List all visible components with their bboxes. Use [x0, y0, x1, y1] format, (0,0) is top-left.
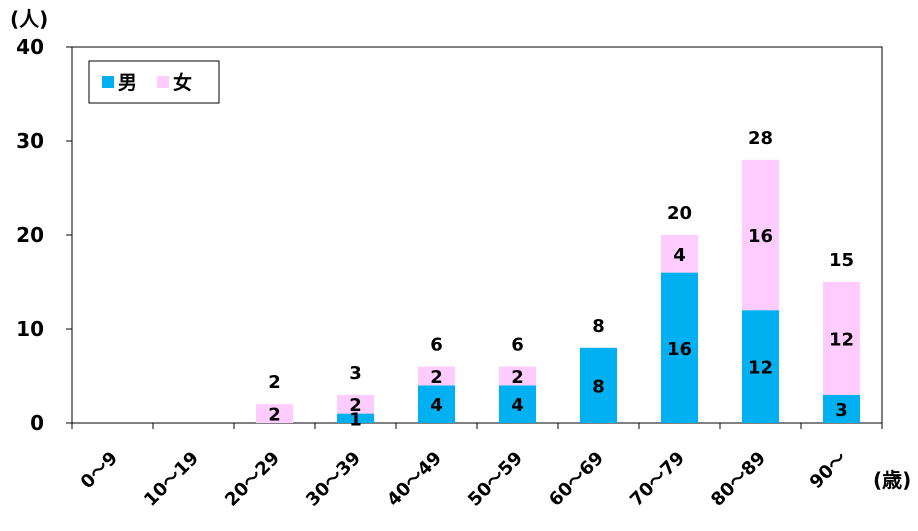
total-label: 2 — [268, 372, 281, 393]
x-tick-label: 40～49 — [383, 448, 446, 511]
bar-segment — [337, 394, 374, 414]
x-axis-label: (歳) — [873, 468, 911, 492]
segment-label: 2 — [268, 405, 281, 426]
bar-segment — [742, 159, 779, 311]
y-tick-label: 30 — [16, 129, 44, 153]
legend-swatch — [102, 76, 114, 88]
y-tick-label: 0 — [30, 411, 44, 435]
total-label: 6 — [511, 335, 524, 356]
legend-label: 男 — [118, 72, 137, 94]
y-tick-label: 40 — [16, 35, 44, 59]
x-tick-label: 30～39 — [302, 448, 365, 511]
segment-label: 12 — [829, 329, 854, 350]
y-axis-label: (人) — [10, 7, 48, 31]
x-tick-label: 10～19 — [140, 448, 203, 511]
total-label: 8 — [592, 316, 605, 337]
segment-label: 8 — [592, 376, 605, 397]
bar-segment — [742, 310, 779, 423]
total-label: 28 — [748, 128, 773, 149]
legend-box — [88, 60, 220, 104]
segment-label: 2 — [349, 395, 362, 416]
bar-segment — [661, 272, 698, 423]
segment-label: 2 — [511, 367, 524, 388]
x-tick-label: 70～79 — [626, 448, 689, 511]
legend-label: 女 — [173, 71, 192, 94]
segment-label: 16 — [667, 339, 692, 360]
y-axis: 0 10 20 30 40 — [16, 35, 72, 435]
segment-label: 4 — [673, 245, 686, 266]
legend-swatch — [157, 76, 169, 88]
bar-segment — [580, 347, 617, 423]
bar-segment — [823, 394, 860, 423]
legend: 男女 — [88, 60, 220, 104]
bar-segment — [823, 282, 860, 395]
bar-segment — [418, 366, 455, 386]
y-tick-label: 20 — [16, 223, 44, 247]
segment-label: 2 — [430, 367, 443, 388]
bar-segment — [499, 366, 536, 386]
segment-label: 3 — [835, 400, 848, 421]
y-tick-label: 10 — [16, 317, 44, 341]
x-tick-label: 50～59 — [464, 448, 527, 511]
segment-label: 16 — [748, 226, 773, 247]
x-tick-label: 20～29 — [221, 448, 284, 511]
segment-label: 1 — [349, 409, 362, 430]
segment-label: 12 — [748, 358, 773, 379]
total-label: 20 — [667, 203, 692, 224]
bar-segment — [661, 235, 698, 273]
x-axis: 0～9 10～19 20～29 30～39 40～49 50～59 60～69 70～79 80… — [71, 423, 883, 511]
total-label: 15 — [829, 250, 854, 271]
x-tick-label: 60～69 — [545, 448, 608, 511]
segment-label: 4 — [430, 395, 443, 416]
bars — [256, 159, 860, 423]
bar-segment — [256, 404, 293, 423]
x-tick-label: 80～89 — [707, 448, 770, 511]
bar-segment — [418, 385, 455, 423]
segment-label: 4 — [511, 395, 524, 416]
bar-segment — [499, 385, 536, 423]
x-tick-label: 0～9 — [77, 448, 122, 493]
bar-segment — [337, 413, 374, 423]
total-label: 3 — [349, 363, 362, 384]
total-label: 6 — [430, 335, 443, 356]
x-tick-label: 90～ — [806, 448, 851, 493]
